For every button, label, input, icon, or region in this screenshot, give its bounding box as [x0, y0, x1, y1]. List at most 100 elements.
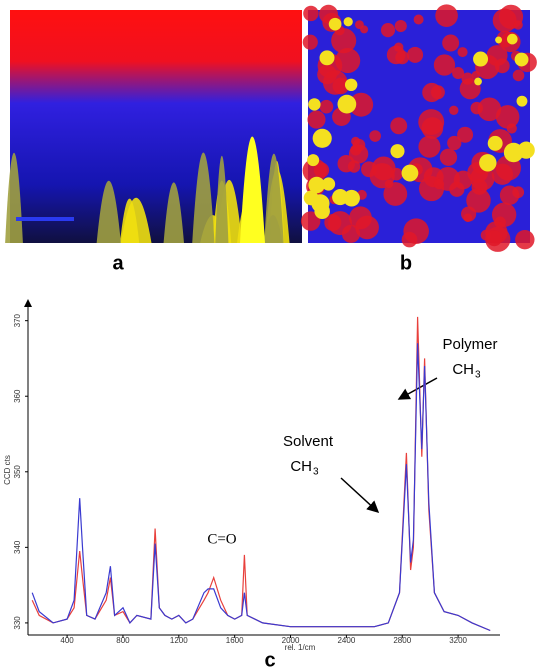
blob — [452, 66, 465, 79]
streak — [263, 215, 283, 243]
blob — [303, 5, 319, 22]
y-tick-label: 330 — [13, 616, 22, 630]
blob — [307, 110, 326, 129]
blob — [506, 123, 517, 134]
y-axis-label: CCD cts — [3, 455, 12, 485]
arrow — [340, 477, 380, 514]
blob — [422, 82, 442, 103]
blob — [487, 135, 503, 151]
x-tick-label: 400 — [60, 636, 74, 645]
blob — [442, 34, 460, 52]
blob — [308, 176, 325, 194]
blob — [486, 230, 503, 247]
blob — [313, 162, 330, 178]
streak — [119, 198, 140, 243]
blob — [492, 8, 517, 33]
blob — [418, 135, 441, 158]
blob — [300, 211, 321, 231]
blob — [343, 17, 353, 27]
x-tick-label: 2400 — [337, 636, 355, 645]
blob — [343, 189, 360, 207]
blob — [512, 69, 525, 82]
blob — [439, 148, 458, 166]
blob — [513, 20, 523, 30]
blob — [390, 117, 408, 135]
arrow — [397, 377, 438, 400]
blob — [312, 128, 332, 148]
blob — [401, 164, 419, 182]
blob — [302, 34, 318, 50]
blob — [348, 144, 369, 164]
annotation: Solvent — [283, 433, 334, 450]
y-tick-label: 370 — [13, 313, 22, 327]
blob — [413, 14, 424, 25]
blob — [491, 163, 514, 185]
blob — [355, 215, 379, 240]
blob — [474, 77, 482, 86]
blob — [321, 177, 336, 191]
x-tick-label: 1600 — [226, 636, 244, 645]
blob — [495, 105, 520, 129]
spectrum-line — [31, 343, 491, 632]
blob — [303, 190, 319, 206]
blob — [307, 154, 320, 167]
blob — [477, 97, 502, 122]
blob — [314, 203, 330, 219]
blob — [506, 33, 518, 45]
annotation: CH — [290, 458, 312, 475]
streak — [215, 155, 229, 243]
blob — [394, 19, 407, 33]
blob — [418, 109, 445, 136]
blob — [495, 36, 503, 44]
blob — [344, 78, 358, 92]
blob — [433, 178, 445, 190]
annotation-subscript: 3 — [475, 370, 481, 381]
x-tick-label: 2000 — [282, 636, 300, 645]
streak — [240, 136, 265, 243]
streak — [96, 180, 121, 243]
streak — [192, 152, 215, 243]
blob — [369, 130, 381, 142]
image-a — [5, 10, 302, 243]
blob — [447, 135, 462, 151]
blob — [463, 213, 473, 223]
blob — [328, 17, 342, 31]
annotation: CH — [452, 361, 474, 378]
blob — [319, 99, 334, 114]
blob — [407, 46, 424, 63]
spectrum-line — [31, 316, 491, 632]
blob — [449, 105, 459, 115]
blob — [331, 28, 357, 54]
streak — [163, 182, 184, 243]
blob — [332, 77, 350, 95]
x-tick-label: 1200 — [170, 636, 188, 645]
blob — [473, 51, 489, 67]
blob — [319, 50, 335, 66]
y-tick-label: 350 — [13, 465, 22, 479]
blob — [380, 23, 396, 38]
blob — [337, 94, 357, 114]
blob — [466, 188, 491, 213]
blob — [515, 229, 535, 250]
blob — [324, 214, 342, 232]
blob — [433, 54, 456, 76]
blob — [335, 48, 361, 74]
blob — [403, 218, 429, 244]
panel-label: a — [112, 252, 124, 274]
x-tick-label: 800 — [116, 636, 130, 645]
blob — [369, 163, 395, 189]
image-b — [300, 4, 537, 252]
blob — [390, 144, 405, 159]
blob — [461, 72, 474, 85]
y-tick-label: 360 — [13, 389, 22, 403]
x-axis-label: rel. 1/cm — [285, 643, 316, 652]
blob — [386, 45, 406, 65]
blob — [435, 4, 458, 27]
annotation-subscript: 3 — [313, 467, 319, 478]
x-tick-label: 2800 — [393, 636, 411, 645]
blob — [457, 47, 468, 58]
blob — [486, 45, 508, 67]
blob — [355, 20, 364, 29]
y-tick-label: 340 — [13, 540, 22, 554]
blob — [516, 95, 528, 107]
